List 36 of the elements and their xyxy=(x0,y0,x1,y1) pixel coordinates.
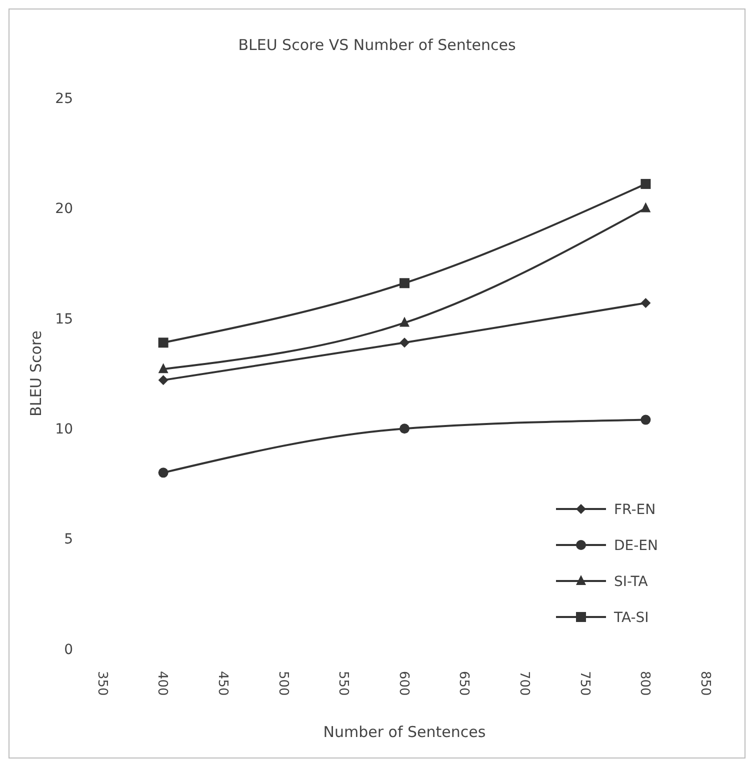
y-tick-label: 20 xyxy=(55,201,73,218)
x-axis-title: Number of Sentences xyxy=(323,723,486,741)
y-tick-label: 5 xyxy=(64,532,73,548)
legend-label: DE-EN xyxy=(614,538,658,554)
x-tick-label: 500 xyxy=(275,671,290,696)
x-tick-label: 550 xyxy=(336,671,351,696)
point xyxy=(158,363,168,374)
legend-label: TA-SI xyxy=(613,610,649,626)
y-tick-label: 0 xyxy=(64,642,73,658)
point xyxy=(640,298,651,308)
y-tick-label: 25 xyxy=(55,90,73,107)
y-tick-label: 15 xyxy=(55,311,73,328)
x-tick-label: 600 xyxy=(396,671,411,696)
x-tick-label: 450 xyxy=(215,671,230,696)
point xyxy=(640,414,651,425)
legend-label: SI-TA xyxy=(614,574,648,590)
point xyxy=(640,202,651,212)
y-tick-label: 10 xyxy=(55,422,73,438)
point xyxy=(400,424,410,434)
x-tick-label: 750 xyxy=(576,671,592,696)
x-tick-label: 700 xyxy=(516,671,532,696)
point xyxy=(158,338,168,348)
point xyxy=(400,278,410,288)
x-tick-label: 650 xyxy=(456,671,472,696)
point xyxy=(158,375,168,386)
y-axis-title: BLEU Score xyxy=(27,330,45,416)
chart-title: BLEU Score VS Number of Sentences xyxy=(238,36,516,54)
x-tick-label: 800 xyxy=(637,671,652,696)
x-tick-label: 350 xyxy=(94,671,110,696)
x-tick-label: 400 xyxy=(154,671,170,696)
legend-label: FR-EN xyxy=(614,502,656,518)
point xyxy=(640,178,651,189)
point xyxy=(158,468,168,478)
point xyxy=(400,316,410,327)
x-tick-label: 850 xyxy=(697,671,712,696)
point xyxy=(400,338,410,348)
